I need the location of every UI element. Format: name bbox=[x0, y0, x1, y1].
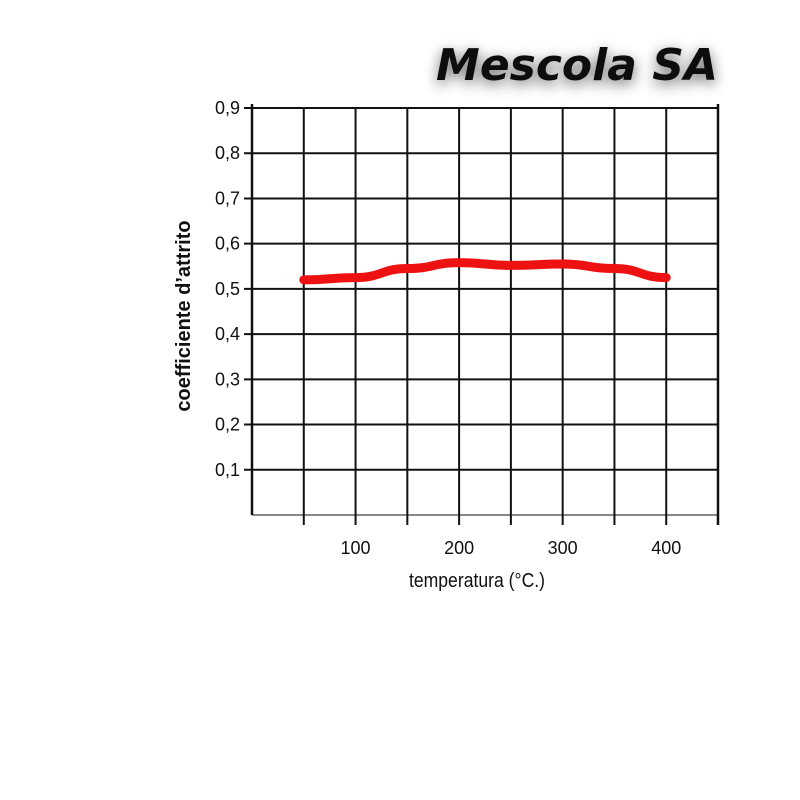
x-tick-label: 400 bbox=[651, 538, 681, 558]
x-tick-label: 100 bbox=[341, 538, 371, 558]
y-tick-label: 0,7 bbox=[215, 188, 240, 208]
y-tick-label: 0,2 bbox=[215, 415, 240, 435]
y-tick-label: 0,1 bbox=[215, 460, 240, 480]
y-tick-label: 0,9 bbox=[215, 98, 240, 118]
y-tick-label: 0,6 bbox=[215, 234, 240, 254]
y-axis-title: coefficiente d’attrito bbox=[173, 220, 195, 411]
series-line bbox=[299, 258, 671, 285]
x-tick-label: 200 bbox=[444, 538, 474, 558]
y-tick-label: 0,8 bbox=[215, 143, 240, 163]
x-tick-label: 300 bbox=[548, 538, 578, 558]
chart-title: Mescola SA bbox=[436, 40, 718, 91]
axes bbox=[250, 104, 720, 525]
series-layer bbox=[299, 258, 671, 285]
y-tick-label: 0,3 bbox=[215, 369, 240, 389]
y-tick-label: 0,5 bbox=[215, 279, 240, 299]
x-axis-title: temperatura (°C.) bbox=[409, 569, 545, 591]
tick-labels: 0,1 0,2 0,3 0,4 0,5 0,6 0,7 0,8 0,9 100 200 300 400 bbox=[215, 98, 681, 558]
grid bbox=[244, 107, 718, 525]
y-tick-label: 0,4 bbox=[215, 324, 240, 344]
